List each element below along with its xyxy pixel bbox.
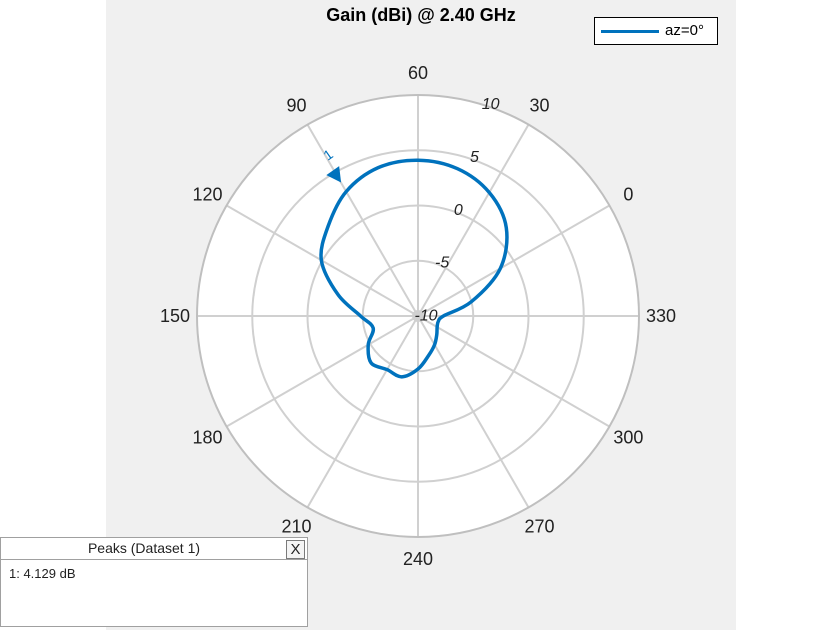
angle-tick-label: 210: [281, 516, 311, 536]
angle-tick-label: 120: [193, 185, 223, 205]
radial-tick-label: -5: [435, 255, 449, 272]
close-button[interactable]: X: [286, 540, 305, 559]
angle-tick-label: 150: [160, 306, 190, 326]
legend-swatch: [601, 30, 659, 33]
center-ring: [412, 310, 424, 322]
peaks-entry: 1: 4.129 dB: [9, 566, 76, 581]
angle-tick-label: 180: [193, 428, 223, 448]
chart-title: Gain (dBi) @ 2.40 GHz: [326, 5, 516, 25]
radial-tick-label: 0: [454, 202, 463, 219]
series-line-az0[interactable]: [319, 158, 509, 379]
angle-tick-label: 0: [623, 185, 633, 205]
radial-gridline: [251, 149, 585, 483]
peak-marker[interactable]: [326, 166, 346, 186]
peaks-panel[interactable]: Peaks (Dataset 1) X 1: 4.129 dB: [0, 537, 308, 627]
angle-tick-label: 270: [524, 516, 554, 536]
angle-tick-label: 60: [408, 63, 428, 83]
radial-tick-label: 5: [470, 149, 479, 166]
angle-tick-label: 30: [529, 96, 549, 116]
legend[interactable]: az=0°: [594, 17, 718, 45]
legend-label: az=0°: [665, 22, 704, 39]
radial-gridline: [196, 94, 640, 538]
angle-tick-label: 240: [403, 549, 433, 569]
radial-tick-label: -10: [414, 308, 437, 325]
radial-tick-label: 10: [482, 96, 500, 113]
peaks-title: Peaks (Dataset 1): [87, 540, 201, 556]
radial-gridline: [306, 204, 530, 428]
angle-tick-label: 330: [646, 306, 676, 326]
angle-tick-label: 90: [286, 96, 306, 116]
angle-tick-label: 300: [613, 428, 643, 448]
peaks-header: Peaks (Dataset 1) X: [1, 538, 307, 560]
